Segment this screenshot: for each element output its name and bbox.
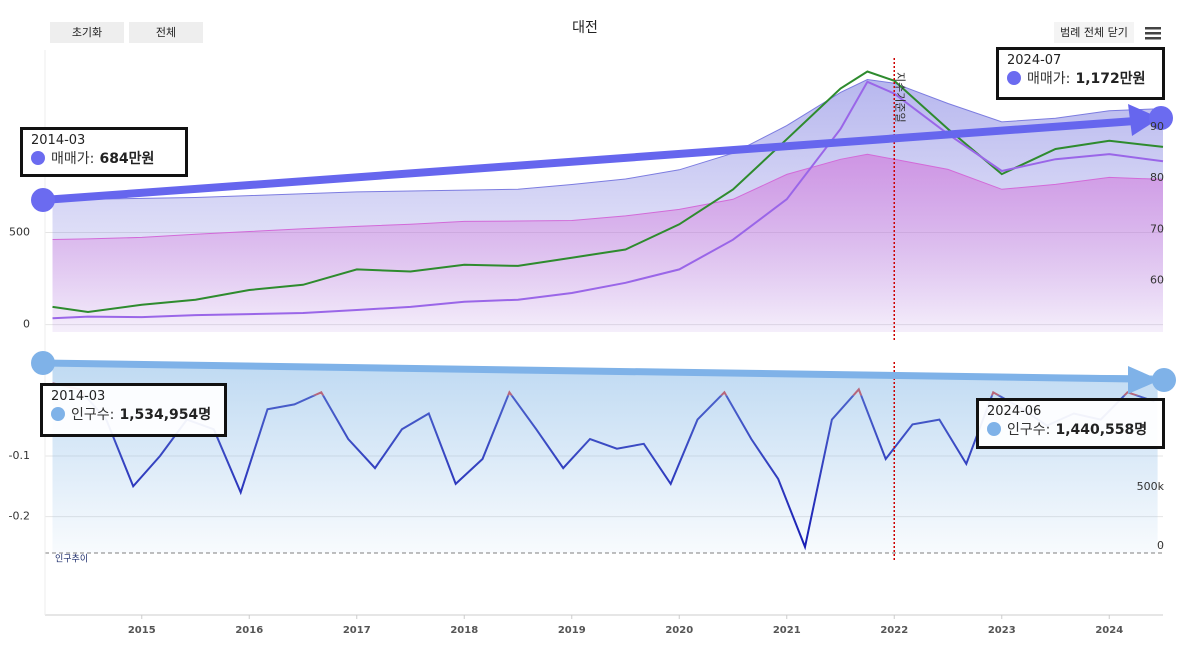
x-tick-label: 2024 bbox=[1095, 625, 1123, 636]
tooltip-dot bbox=[987, 422, 1001, 436]
annotation-arrows bbox=[31, 104, 1176, 394]
x-tick-label: 2017 bbox=[343, 625, 371, 636]
area bbox=[52, 365, 1158, 553]
y-tick-label: 0 bbox=[23, 318, 30, 331]
menu-bar bbox=[1145, 32, 1161, 35]
tooltip-dot bbox=[51, 407, 65, 421]
x-tick-label: 2016 bbox=[235, 625, 263, 636]
tooltip-date: 2014-03 bbox=[31, 133, 86, 148]
y-tick-label: -0.1 bbox=[9, 449, 30, 462]
x-tick-label: 2015 bbox=[128, 625, 156, 636]
y2-tick-label: 0 bbox=[1157, 539, 1164, 552]
all-button[interactable]: 전체 bbox=[129, 22, 203, 43]
tooltip-label: 인구수: bbox=[1007, 422, 1051, 438]
area-line bbox=[52, 153, 1164, 240]
reference-label: 지수기준일 bbox=[893, 72, 907, 123]
point-marker bbox=[31, 188, 55, 212]
tooltip-date: 2014-03 bbox=[51, 389, 106, 404]
tooltip-label: 매매가: bbox=[1027, 71, 1071, 87]
arrow-head bbox=[1128, 366, 1160, 394]
line bbox=[52, 80, 1164, 320]
x-tick-label: 2023 bbox=[988, 625, 1016, 636]
tooltip: 2024-06 인구수: 1,440,558명 bbox=[976, 398, 1165, 449]
annotation: 인구추이 bbox=[55, 554, 88, 565]
y2-tick-label: 90 bbox=[1150, 120, 1164, 133]
area-line bbox=[52, 78, 1164, 200]
tooltip-value: 1,534,954명 bbox=[119, 407, 212, 423]
y2-tick-label: 60 bbox=[1150, 274, 1164, 287]
tooltip-value: 1,172만원 bbox=[1075, 71, 1146, 87]
x-tick-label: 2018 bbox=[450, 625, 478, 636]
tooltip-date: 2024-06 bbox=[987, 404, 1042, 419]
arrow bbox=[42, 359, 1136, 383]
reset-button[interactable]: 초기화 bbox=[50, 22, 124, 43]
y2-tick-label: 500k bbox=[1137, 480, 1165, 493]
menu-icon[interactable] bbox=[1145, 27, 1161, 40]
x-tick-label: 2019 bbox=[558, 625, 586, 636]
point-marker bbox=[31, 351, 55, 375]
line bbox=[52, 70, 1164, 314]
menu-bar bbox=[1145, 37, 1161, 40]
y2-tick-label: 70 bbox=[1150, 222, 1164, 235]
tooltip-label: 인구수: bbox=[71, 407, 115, 423]
arrow bbox=[42, 117, 1136, 204]
x-tick-label: 2021 bbox=[773, 625, 801, 636]
tooltip-label: 매매가: bbox=[51, 151, 95, 167]
tooltip-value: 684만원 bbox=[99, 151, 155, 167]
point-marker bbox=[1149, 106, 1173, 130]
chart-title: 대전 bbox=[572, 20, 598, 36]
y-tick-label: 500 bbox=[9, 225, 30, 238]
tooltip-value: 1,440,558명 bbox=[1055, 422, 1148, 438]
y-tick-label: -0.2 bbox=[9, 510, 30, 523]
tooltip: 2024-07 매매가: 1,172만원 bbox=[996, 47, 1165, 100]
tooltip-dot bbox=[31, 151, 45, 165]
tooltip: 2014-03 매매가: 684만원 bbox=[20, 127, 188, 177]
legend-toggle-button[interactable]: 범례 전체 닫기 bbox=[1054, 22, 1134, 43]
tooltip-date: 2024-07 bbox=[1007, 53, 1062, 68]
x-tick-label: 2020 bbox=[665, 625, 693, 636]
area bbox=[52, 154, 1163, 332]
y2-tick-label: 80 bbox=[1150, 171, 1164, 184]
x-tick-label: 2022 bbox=[880, 625, 908, 636]
menu-bar bbox=[1145, 27, 1161, 30]
tooltip-dot bbox=[1007, 71, 1021, 85]
point-marker bbox=[1152, 368, 1176, 392]
tooltip: 2014-03 인구수: 1,534,954명 bbox=[40, 383, 227, 437]
arrow-head bbox=[1128, 104, 1160, 136]
